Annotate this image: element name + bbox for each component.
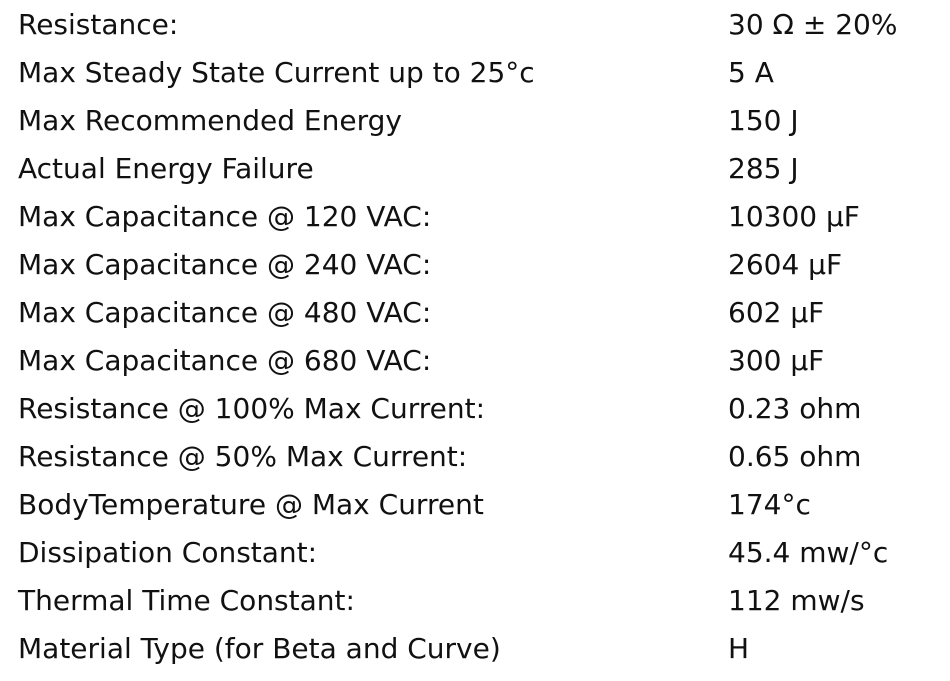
spec-value: 112 mw/s <box>728 584 865 617</box>
spec-value: 300 µF <box>728 344 825 377</box>
spec-label: Resistance @ 50% Max Current: <box>18 440 468 473</box>
spec-label: BodyTemperature @ Max Current <box>18 488 484 521</box>
spec-value: 45.4 mw/°c <box>728 536 889 569</box>
spec-value: 0.65 ohm <box>728 440 862 473</box>
spec-label: Dissipation Constant: <box>18 536 318 569</box>
spec-value: 174°c <box>728 488 811 521</box>
spec-label: Max Capacitance @ 480 VAC: <box>18 296 432 329</box>
spec-value: 5 A <box>728 56 774 89</box>
spec-value: 10300 µF <box>728 200 860 233</box>
spec-label: Max Capacitance @ 680 VAC: <box>18 344 432 377</box>
spec-label: Resistance: <box>18 8 179 41</box>
spec-label: Resistance @ 100% Max Current: <box>18 392 486 425</box>
spec-label: Max Recommended Energy <box>18 104 402 137</box>
spec-value: H <box>728 632 750 665</box>
spec-label: Max Capacitance @ 240 VAC: <box>18 248 432 281</box>
spec-value: 285 J <box>728 152 799 185</box>
spec-value: 0.23 ohm <box>728 392 862 425</box>
spec-value: 2604 µF <box>728 248 843 281</box>
spec-value: 30 Ω ± 20% <box>728 8 898 41</box>
spec-label: Actual Energy Failure <box>18 152 314 185</box>
spec-label: Thermal Time Constant: <box>18 584 355 617</box>
spec-label: Max Capacitance @ 120 VAC: <box>18 200 432 233</box>
spec-value: 602 µF <box>728 296 825 329</box>
spec-label: Material Type (for Beta and Curve) <box>18 632 501 665</box>
spec-label: Max Steady State Current up to 25°c <box>18 56 535 89</box>
spec-value: 150 J <box>728 104 799 137</box>
